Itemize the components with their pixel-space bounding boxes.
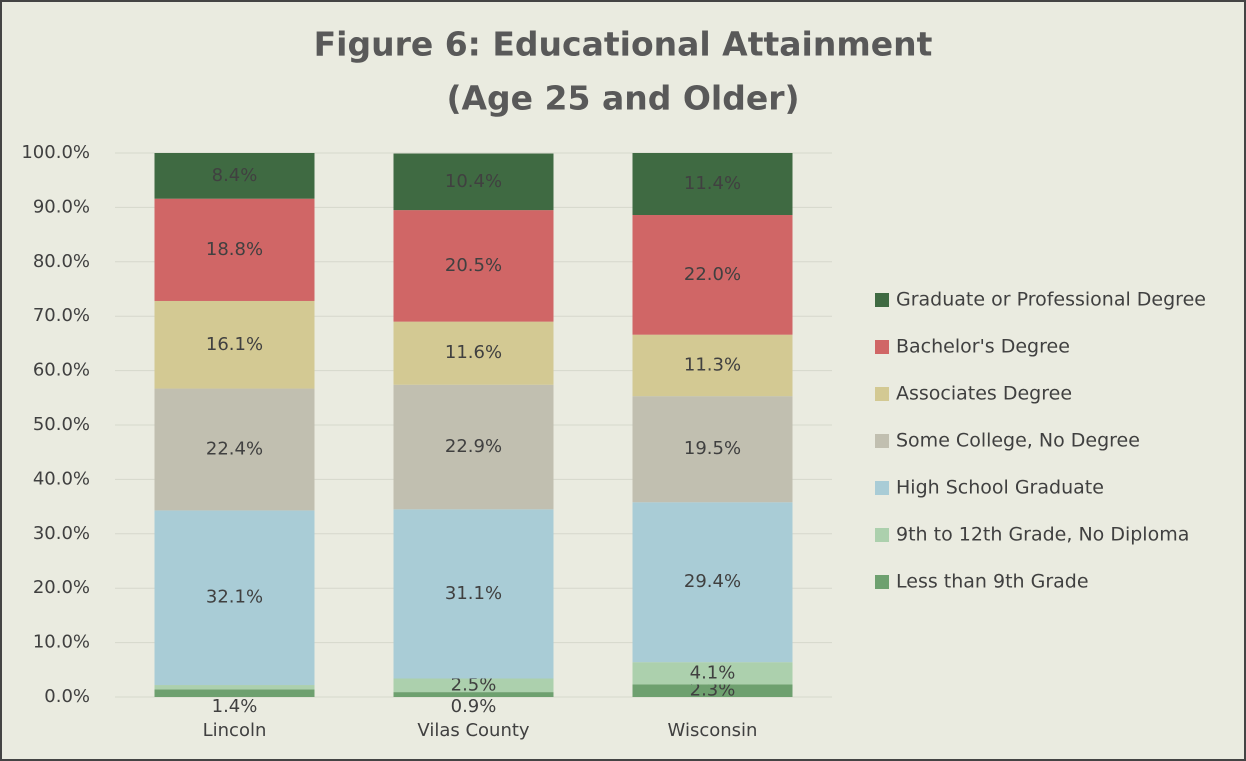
y-tick-label: 100.0%	[21, 142, 90, 163]
legend-label: Bachelor's Degree	[896, 336, 1070, 358]
bar-segment	[632, 334, 793, 397]
x-tick-label: Vilas County	[417, 720, 530, 741]
y-tick-label: 50.0%	[33, 414, 90, 435]
bar-segment	[393, 509, 554, 679]
legend-label: Some College, No Degree	[896, 430, 1140, 452]
chart-title: (Age 25 and Older)	[446, 79, 799, 118]
bar-segment	[632, 684, 793, 697]
data-label: 29.4%	[684, 571, 741, 592]
y-tick-label: 90.0%	[33, 196, 90, 217]
data-label: 4.1%	[690, 662, 736, 683]
bar-segment	[154, 510, 315, 686]
chart-title: Figure 6: Educational Attainment	[314, 25, 933, 64]
bar-segment	[393, 678, 554, 693]
legend-swatch	[875, 387, 889, 401]
y-tick-label: 10.0%	[33, 632, 90, 653]
y-tick-label: 30.0%	[33, 523, 90, 544]
legend-swatch	[875, 481, 889, 495]
data-label: 11.4%	[684, 173, 741, 194]
data-label: 0.9%	[451, 696, 497, 717]
y-tick-label: 80.0%	[33, 251, 90, 272]
legend-label: Graduate or Professional Degree	[896, 289, 1206, 311]
data-label: 8.4%	[212, 165, 258, 186]
bar-segment	[154, 689, 315, 697]
data-label: 22.9%	[445, 436, 502, 457]
bar-segment	[393, 321, 554, 385]
data-label: 22.4%	[206, 438, 263, 459]
y-tick-label: 40.0%	[33, 468, 90, 489]
bar-segment	[632, 502, 793, 663]
legend-label: Less than 9th Grade	[896, 571, 1089, 593]
data-label: 11.3%	[684, 354, 741, 375]
bar-segment	[154, 153, 315, 199]
data-label: 19.5%	[684, 438, 741, 459]
y-tick-label: 70.0%	[33, 305, 90, 326]
bar-segment	[154, 685, 315, 690]
data-label: 10.4%	[445, 171, 502, 192]
legend-label: Associates Degree	[896, 383, 1072, 405]
legend-swatch	[875, 434, 889, 448]
legend-swatch	[875, 528, 889, 542]
data-label: 20.5%	[445, 255, 502, 276]
data-label: 2.5%	[451, 674, 497, 695]
data-label: 22.0%	[684, 264, 741, 285]
legend-swatch	[875, 340, 889, 354]
bar-segment	[632, 153, 793, 216]
legend-label: High School Graduate	[896, 477, 1104, 499]
bar-segment	[393, 153, 554, 211]
legend-label: 9th to 12th Grade, No Diploma	[896, 524, 1189, 546]
y-tick-label: 20.0%	[33, 577, 90, 598]
x-tick-label: Lincoln	[203, 720, 267, 741]
data-label: 18.8%	[206, 239, 263, 260]
bar-segment	[393, 384, 554, 510]
bar-segment	[393, 692, 554, 697]
data-label: 32.1%	[206, 587, 263, 608]
legend-swatch	[875, 575, 889, 589]
bar-segment	[154, 388, 315, 511]
data-label: 11.6%	[445, 342, 502, 363]
bar-segment	[632, 662, 793, 685]
data-label: 16.1%	[206, 334, 263, 355]
data-label: 2.3%	[690, 680, 736, 701]
y-tick-label: 60.0%	[33, 360, 90, 381]
bar-segment	[393, 210, 554, 322]
x-tick-label: Wisconsin	[668, 720, 758, 741]
data-label: 31.1%	[445, 583, 502, 604]
legend-swatch	[875, 293, 889, 307]
data-label: 1.4%	[212, 696, 258, 717]
bar-segment	[632, 396, 793, 503]
y-tick-label: 0.0%	[44, 686, 90, 707]
bar-segment	[154, 300, 315, 389]
bar-segment	[632, 215, 793, 335]
bar-segment	[154, 198, 315, 301]
